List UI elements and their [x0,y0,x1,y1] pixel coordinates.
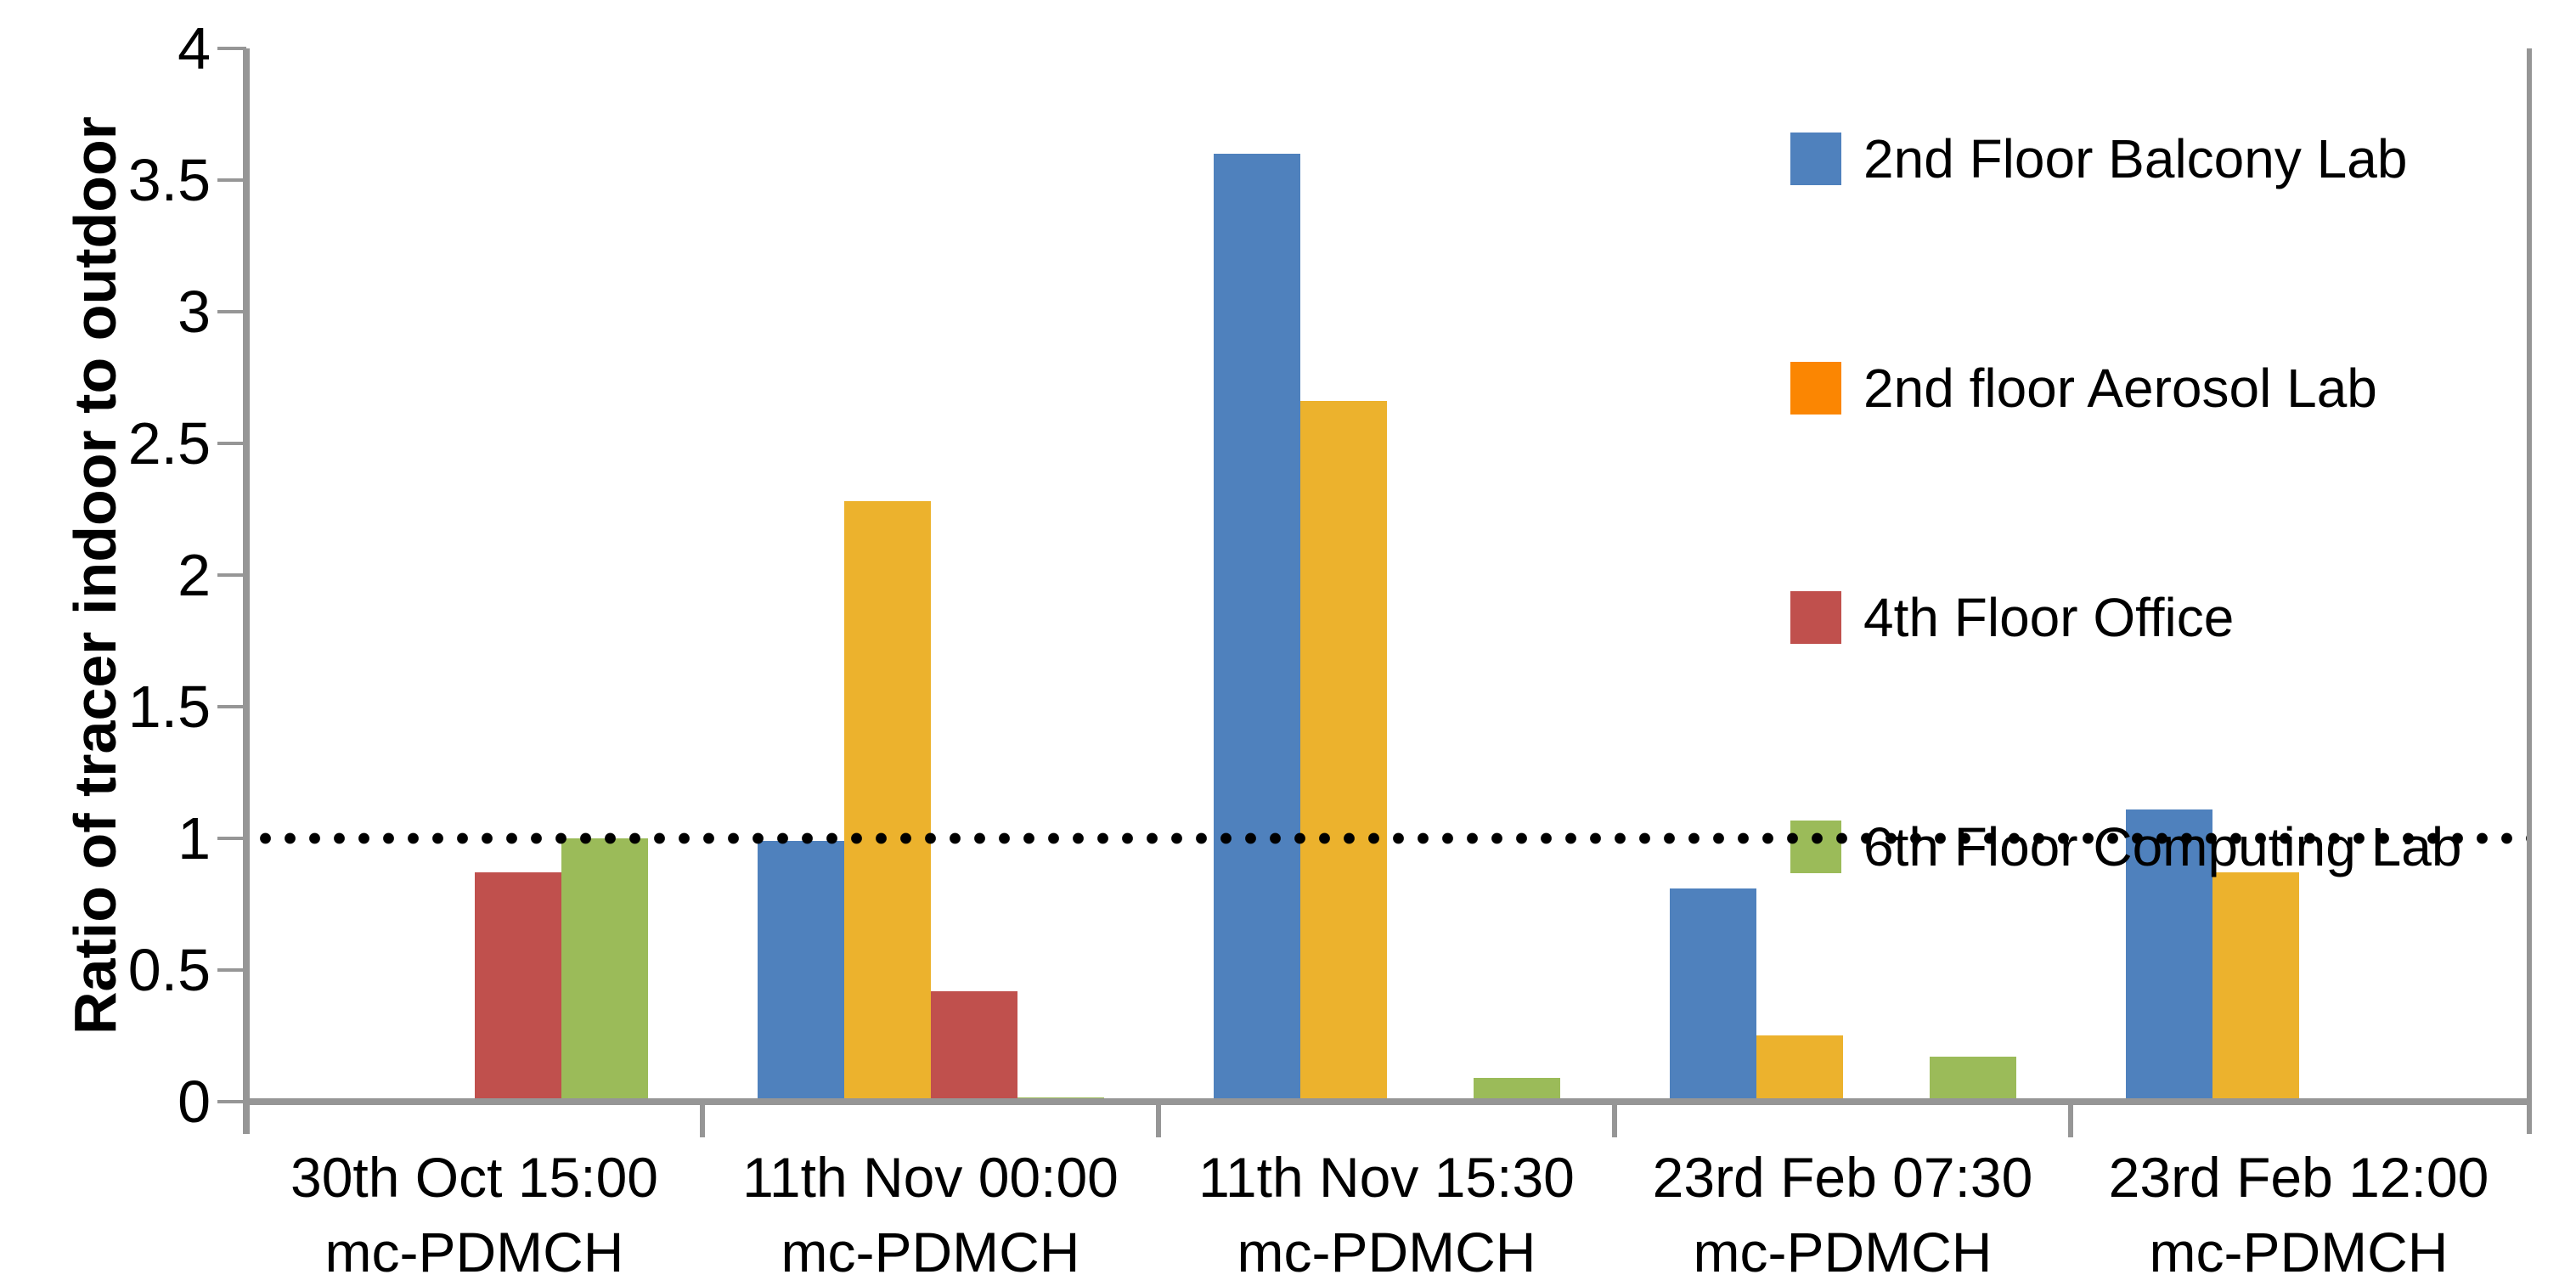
y-tick-mark [217,310,246,313]
y-tick-label: 1.5 [127,674,211,740]
x-axis-line [243,1098,2532,1105]
bar-group-2 [702,48,1158,1102]
bar-2nd-floor-aerosol-lab [843,501,931,1102]
bar-2nd-floor-aerosol-lab [2212,872,2299,1102]
plot-area [246,48,2527,1102]
x-label-tracer: mc-PDMCH [1693,1221,1993,1283]
legend-swatch-icon [1790,362,1841,415]
legend-label: 6th Floor Computing Lab [1863,816,2462,877]
bar-2nd-floor-aerosol-lab [1756,1035,1843,1102]
x-tick-mark [1156,1105,1161,1137]
y-tick-mark [217,1100,246,1103]
legend-item-4th-floor-office: 4th Floor Office [1790,586,2234,649]
x-label-tracer: mc-PDMCH [2149,1221,2449,1283]
x-label-tracer: mc-PDMCH [1237,1221,1536,1283]
x-label-5: 23rd Feb 12:00 mc-PDMCH [2071,1140,2527,1286]
x-tick-mark [700,1105,705,1137]
legend-item-2nd-floor-balcony-lab: 2nd Floor Balcony Lab [1790,127,2407,190]
x-label-date: 23rd Feb 07:30 [1652,1146,2033,1209]
bar-2nd-floor-balcony-lab [2125,809,2212,1102]
y-tick-label: 3.5 [127,147,211,213]
x-label-tracer: mc-PDMCH [324,1221,624,1283]
legend-label: 2nd Floor Balcony Lab [1863,128,2408,189]
bar-group-3 [1158,48,1615,1102]
reference-dotted-line [248,832,2527,844]
bar-2nd-floor-balcony-lab [757,841,844,1102]
y-tick-label: 2.5 [127,410,211,477]
x-axis-labels: 30th Oct 15:00 mc-PDMCH 11th Nov 00:00 mc-P… [246,1140,2527,1286]
legend-label: 2nd floor Aerosol Lab [1863,358,2377,419]
y-tick-label: 4 [178,15,211,82]
x-label-3: 11th Nov 15:30 mc-PDMCH [1158,1140,1615,1286]
x-label-date: 11th Nov 00:00 [742,1146,1119,1209]
y-tick-mark [217,442,246,445]
bar-2nd-floor-balcony-lab [1213,154,1300,1102]
y-tick-mark [217,968,246,972]
y-axis-line [243,48,250,1134]
legend-swatch-icon [1790,591,1841,644]
y-tick-label: 0.5 [127,937,211,1003]
y-tick-label: 0 [178,1069,211,1135]
legend-swatch-icon [1790,133,1841,185]
bar-4th-floor-office [474,872,561,1102]
x-label-tracer: mc-PDMCH [781,1221,1080,1283]
x-label-1: 30th Oct 15:00 mc-PDMCH [246,1140,702,1286]
bar-group-1 [246,48,702,1102]
x-label-4: 23rd Feb 07:30 mc-PDMCH [1615,1140,2071,1286]
bar-group-4 [1615,48,2071,1102]
x-tick-mark [2068,1105,2073,1137]
y-tick-label: 3 [178,279,211,345]
y-tick-mark [217,178,246,182]
y-tick-mark [217,573,246,577]
legend-swatch-icon [1790,821,1841,873]
legend-item-2nd-floor-aerosol-lab: 2nd floor Aerosol Lab [1790,357,2377,420]
bar-6th-floor-computing-lab [561,838,648,1102]
y-tick-mark [217,837,246,840]
bar-6th-floor-computing-lab [1929,1057,2016,1102]
y-tick-mark [217,705,246,708]
x-label-date: 23rd Feb 12:00 [2108,1146,2489,1209]
bar-4th-floor-office [930,991,1017,1102]
y-tick-mark [217,47,246,50]
legend-label: 4th Floor Office [1863,587,2235,648]
y-tick-label: 2 [178,542,211,608]
x-tick-mark [1612,1105,1617,1137]
bar-2nd-floor-aerosol-lab [1299,401,1387,1102]
bar-6th-floor-computing-lab [1473,1078,1560,1102]
y-tick-label: 1 [178,805,211,871]
bar-group-5 [2071,48,2527,1102]
legend-item-6th-floor-computing-lab: 6th Floor Computing Lab [1790,815,2461,878]
x-label-date: 11th Nov 15:30 [1198,1146,1575,1209]
x-label-2: 11th Nov 00:00 mc-PDMCH [702,1140,1158,1286]
plot-right-border [2527,48,2532,1134]
bar-2nd-floor-balcony-lab [1669,888,1756,1102]
x-label-date: 30th Oct 15:00 [290,1146,658,1209]
